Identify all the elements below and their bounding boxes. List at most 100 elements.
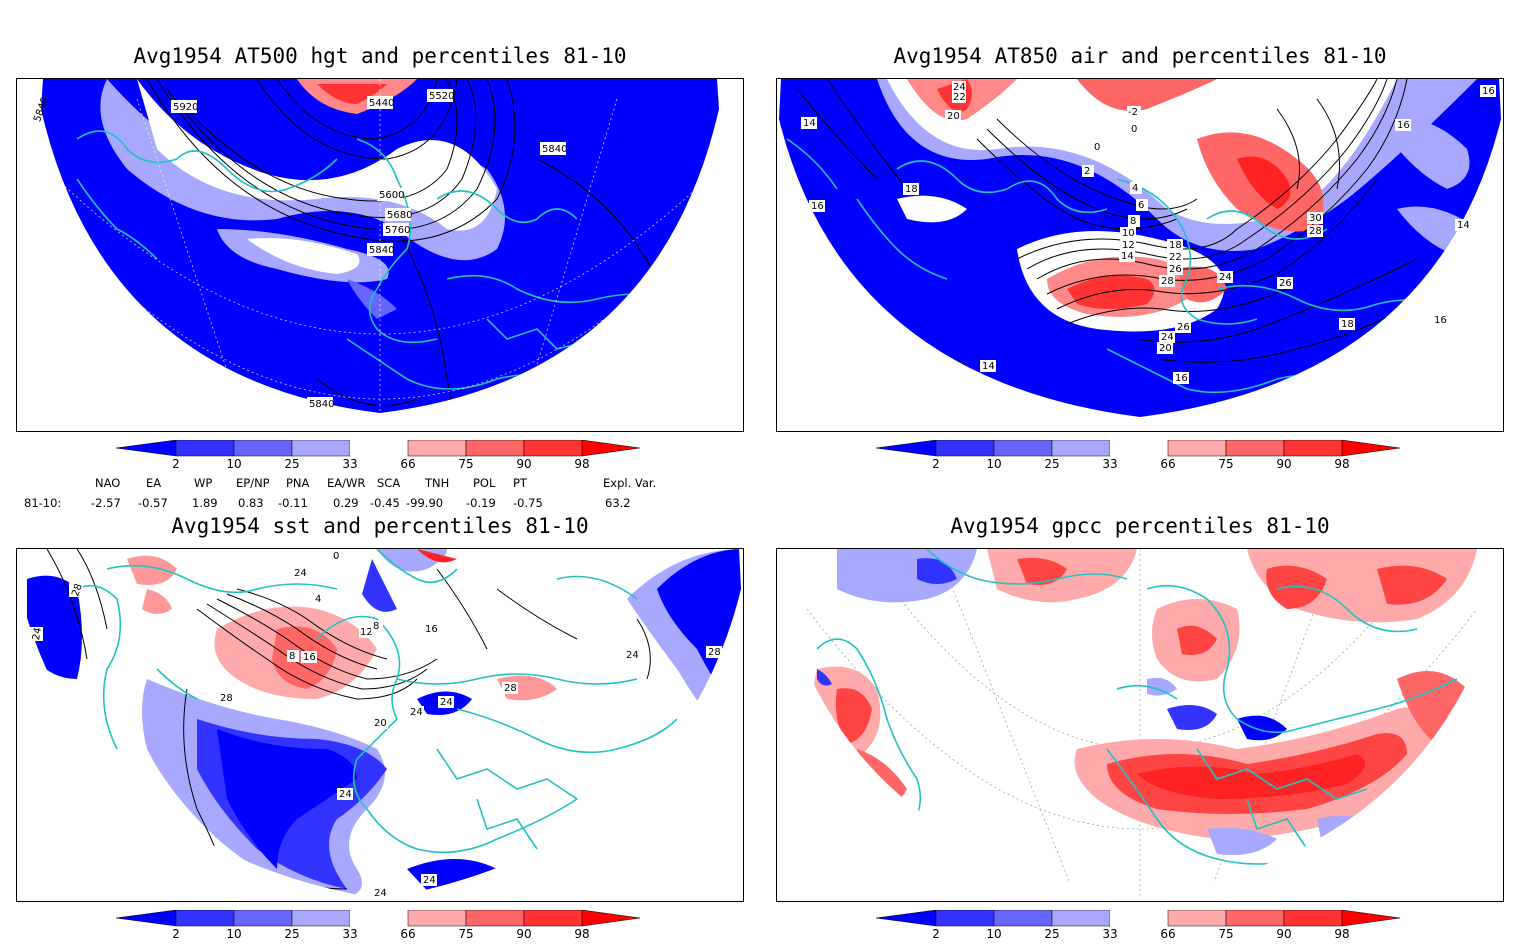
colorbar-top-left: 2 10 25 33 66 75 90 98 [116,440,656,480]
contour-label: 6 [1138,200,1144,211]
index-value: -0.45 [370,496,400,510]
contour-label: 26 [1279,278,1292,289]
contour-label: 18 [905,184,918,195]
colorbar-label: 2 [932,927,940,940]
contour-label: 28 [220,693,233,704]
colorbar-label: 25 [284,927,299,940]
index-value: 1.89 [192,496,218,510]
contour-label: 16 [1434,315,1447,326]
contour-label: 28 [504,683,517,694]
panel-title-gpcc: Avg1954 gpcc percentiles 81-10 [950,514,1330,538]
contour-label: 5840 [309,399,334,410]
contour-label: 5600 [379,190,404,201]
panel-title-air850: Avg1954 AT850 air and percentiles 81-10 [893,44,1387,68]
colorbar-label: 33 [342,927,357,940]
colorbar-label: 10 [986,927,1001,940]
contour-label: 0 [1131,124,1137,135]
contour-label: 16 [425,624,438,635]
colorbar-label: 90 [516,927,531,940]
colorbar-label: 75 [458,927,473,940]
contour-label: 24 [626,650,639,661]
index-value: -2.57 [91,496,121,510]
map-sst: 28 24 0 24 4 12 8 8 16 16 20 28 24 24 24… [16,548,744,902]
colorbar-label: 66 [1160,927,1175,940]
contour-label: 10 [1122,228,1135,239]
index-value: -0.19 [466,496,496,510]
map-gpcc [776,548,1504,902]
teleconnection-index-headers: NAO EA WP EP/NP PNA EA/WR SCA TNH POL PT… [0,476,760,492]
contour-label: 30 [1309,213,1322,224]
contour-label: 12 [360,627,373,638]
colorbar-label: 2 [172,927,180,940]
contour-label: 16 [303,652,316,663]
colorbar-label: 10 [226,927,241,940]
contour-label: 16 [1482,86,1495,97]
colorbar-bottom-right: 2 10 25 33 66 75 90 98 [876,910,1416,950]
contour-label: 20 [947,111,960,122]
contour-label: 5840 [369,245,394,256]
contour-label: 28 [70,582,85,598]
index-row-label: 81-10: [24,496,62,510]
contour-label: 28 [1161,276,1174,287]
index-header: TNH [425,476,450,490]
contour-label: 24 [374,888,387,899]
index-header: EP/NP [236,476,270,490]
contour-label: 5920 [173,102,198,113]
index-value: 0.29 [333,496,359,510]
contour-label: 16 [811,201,824,212]
index-value: 0.83 [238,496,264,510]
contour-label: 24 [31,627,44,641]
index-header: PT [513,476,527,490]
contour-label: 24 [440,697,453,708]
panel-title-hgt500: Avg1954 AT500 hgt and percentiles 81-10 [133,44,627,68]
index-header: NAO [95,476,121,490]
colorbar-label: 98 [574,457,589,471]
colorbar-label: 33 [342,457,357,471]
contour-label: 24 [339,789,352,800]
colorbar-label: 90 [1276,457,1291,471]
index-header: EA [146,476,162,490]
contour-label: 5840 [542,144,567,155]
contour-label: 2 [1084,166,1090,177]
colorbar-label: 10 [986,457,1001,471]
colorbar-label: 98 [1334,927,1349,940]
contour-label: 24 [1161,332,1174,343]
contour-label: 26 [1169,264,1182,275]
colorbar-bottom-left: 2 10 25 33 66 75 90 98 [116,910,656,950]
panel-title-sst: Avg1954 sst and percentiles 81-10 [171,514,589,538]
index-header: EA/WR [327,476,366,490]
contour-label: 4 [1132,183,1138,194]
contour-label: 24 [294,568,307,579]
index-value: 63.2 [605,496,631,510]
contour-label: 24 [410,707,423,718]
contour-label: 0 [333,551,339,562]
colorbar-top-right: 2 10 25 33 66 75 90 98 [876,440,1416,480]
contour-label: 28 [708,647,721,658]
index-header: Expl. Var. [603,476,657,490]
contour-label: 5440 [369,98,394,109]
index-header: WP [194,476,213,490]
colorbar-label: 2 [172,457,180,471]
colorbar-label: 33 [1102,927,1117,940]
contour-label: 5760 [385,225,410,236]
contour-label: 16 [1175,373,1188,384]
contour-label: 14 [982,361,995,372]
contour-label: 16 [1397,120,1410,131]
contour-label: 14 [803,118,816,129]
contour-label: 26 [1177,322,1190,333]
contour-label: 8 [373,621,379,632]
contour-label: 14 [1457,220,1470,231]
contour-label: 20 [1159,343,1172,354]
contour-label: -2 [1128,107,1138,118]
colorbar-label: 98 [1334,457,1349,471]
contour-label: 5680 [387,210,412,221]
contour-label: 18 [1341,319,1354,330]
contour-label: 24 [1219,272,1232,283]
colorbar-label: 75 [458,457,473,471]
teleconnection-index-values: 81-10: -2.57 -0.57 1.89 0.83 -0.11 0.29 … [0,496,760,512]
index-header: SCA [377,476,401,490]
map-air850: 24 22 20 16 14 18 16 2 0 -2 0 4 6 8 10 1… [776,78,1504,432]
colorbar-label: 90 [516,457,531,471]
colorbar-label: 98 [574,927,589,940]
colorbar-label: 75 [1218,927,1233,940]
